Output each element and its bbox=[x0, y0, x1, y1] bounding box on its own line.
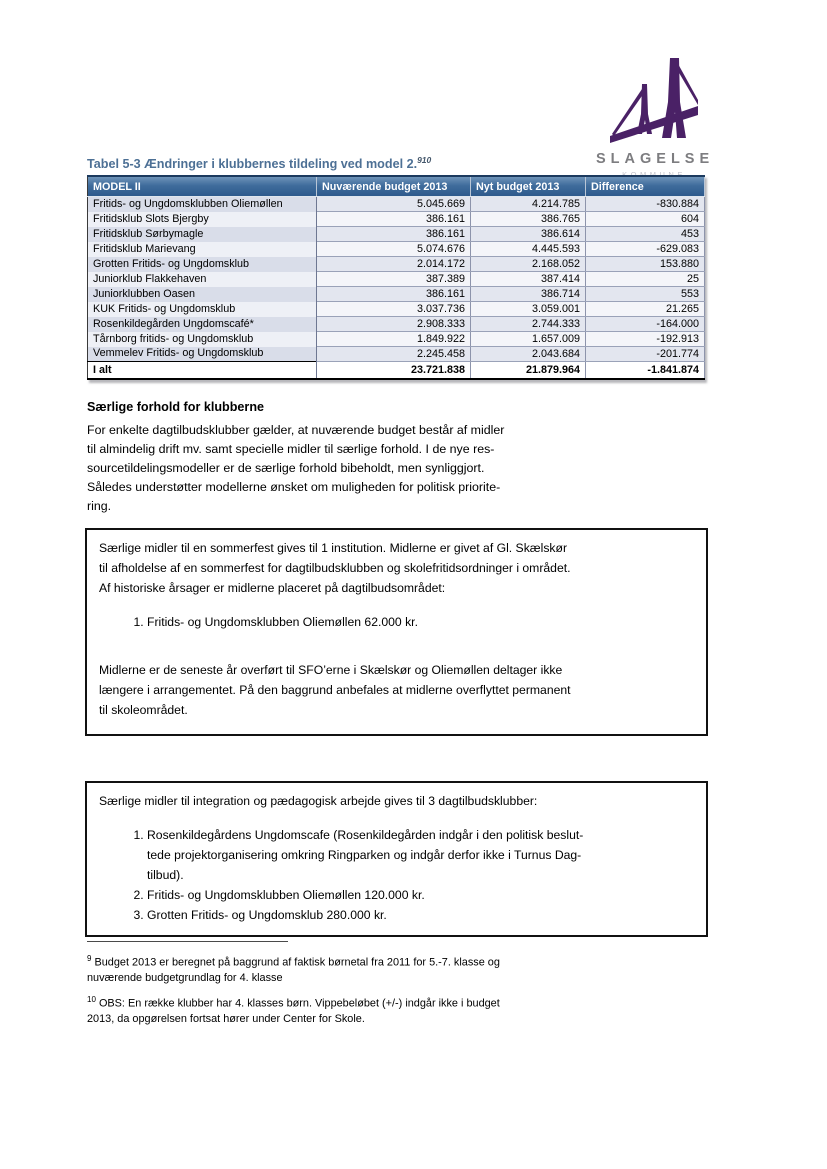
footnote-text: Budget 2013 er beregnet på baggrund af f… bbox=[87, 956, 500, 984]
cell-value: 2.043.684 bbox=[470, 346, 586, 362]
table-row: Juniorklubben Oasen 386.161 386.714 553 bbox=[87, 286, 705, 302]
cell-club-name: Grotten Fritids- og Ungdomsklub bbox=[87, 256, 317, 272]
cell-value: 386.161 bbox=[316, 226, 471, 242]
header-difference: Difference bbox=[585, 175, 705, 197]
table-row: Grotten Fritids- og Ungdomsklub 2.014.172… bbox=[87, 256, 705, 272]
list-item: Grotten Fritids- og Ungdomsklub 280.000 … bbox=[147, 905, 694, 925]
cell-value: 3.059.001 bbox=[470, 301, 586, 317]
cell-value: 4.214.785 bbox=[470, 196, 586, 212]
table-row: Juniorklub Flakkehaven 387.389 387.414 25 bbox=[87, 271, 705, 287]
budget-table: MODEL II Nuværende budget 2013 Nyt budge… bbox=[87, 175, 705, 380]
total-difference: -1.841.874 bbox=[585, 361, 705, 379]
cell-value: -830.884 bbox=[585, 196, 705, 212]
list-item: Fritids- og Ungdomsklubben Oliemøllen 12… bbox=[147, 885, 694, 905]
cell-value: 5.045.669 bbox=[316, 196, 471, 212]
cell-value: 2.908.333 bbox=[316, 316, 471, 332]
table-header: MODEL II Nuværende budget 2013 Nyt budge… bbox=[87, 175, 705, 197]
total-row: I alt 23.721.838 21.879.964 -1.841.874 bbox=[87, 361, 705, 379]
header-current-budget: Nuværende budget 2013 bbox=[316, 175, 471, 197]
footnote-reference: 910 bbox=[417, 155, 432, 165]
cell-club-name: Fritidsklub Sørbymagle bbox=[87, 226, 317, 242]
footnote-text: OBS: En række klubber har 4. klasses bør… bbox=[87, 997, 500, 1025]
table-row: Fritidsklub Slots Bjergby 386.161 386.765 6… bbox=[87, 211, 705, 227]
cell-club-name: Fritids- og Ungdomsklubben Oliemøllen bbox=[87, 196, 317, 212]
cell-value: 386.614 bbox=[470, 226, 586, 242]
logo-subtext: KOMMUNE bbox=[596, 170, 712, 179]
cell-value: 4.445.593 bbox=[470, 241, 586, 257]
cell-value: 604 bbox=[585, 211, 705, 227]
cell-value: -164.000 bbox=[585, 316, 705, 332]
cell-club-name: Fritidsklub Slots Bjergby bbox=[87, 211, 317, 227]
box1-paragraph-1: Særlige midler til en sommerfest gives t… bbox=[99, 541, 571, 595]
bridge-icon bbox=[610, 58, 698, 143]
cell-value: 553 bbox=[585, 286, 705, 302]
cell-value: -192.913 bbox=[585, 331, 705, 347]
cell-value: 387.389 bbox=[316, 271, 471, 287]
footnote-separator bbox=[87, 941, 288, 942]
cell-value: 153.880 bbox=[585, 256, 705, 272]
cell-club-name: Juniorklub Flakkehaven bbox=[87, 271, 317, 287]
total-new: 21.879.964 bbox=[470, 361, 586, 379]
box1-paragraph-2: Midlerne er de seneste år overført til S… bbox=[99, 663, 571, 717]
cell-value: -201.774 bbox=[585, 346, 705, 362]
cell-value: 386.161 bbox=[316, 286, 471, 302]
section-heading: Særlige forhold for klubberne bbox=[87, 400, 265, 414]
cell-club-name: Vemmelev Fritids- og Ungdomsklub bbox=[87, 346, 317, 362]
list-item: Fritids- og Ungdomsklubben Oliemøllen 62… bbox=[147, 612, 694, 632]
total-current: 23.721.838 bbox=[316, 361, 471, 379]
integration-box: Særlige midler til integration og pædago… bbox=[85, 781, 708, 937]
table-row: KUK Fritids- og Ungdomsklub 3.037.736 3.05… bbox=[87, 301, 705, 317]
cell-value: 2.744.333 bbox=[470, 316, 586, 332]
cell-value: 21.265 bbox=[585, 301, 705, 317]
cell-value: 25 bbox=[585, 271, 705, 287]
cell-value: 387.414 bbox=[470, 271, 586, 287]
cell-value: 453 bbox=[585, 226, 705, 242]
table-caption-text: Tabel 5-3 Ændringer i klubbernes tildeli… bbox=[87, 157, 418, 172]
cell-value: 2.014.172 bbox=[316, 256, 471, 272]
cell-value: 5.074.676 bbox=[316, 241, 471, 257]
table-row: Vemmelev Fritids- og Ungdomsklub 2.245.45… bbox=[87, 346, 705, 362]
cell-value: 3.037.736 bbox=[316, 301, 471, 317]
cell-value: 2.245.458 bbox=[316, 346, 471, 362]
cell-value: 386.714 bbox=[470, 286, 586, 302]
header-model: MODEL II bbox=[87, 175, 317, 197]
cell-club-name: Fritidsklub Marievang bbox=[87, 241, 317, 257]
cell-value: 386.765 bbox=[470, 211, 586, 227]
box2-intro: Særlige midler til integration og pædago… bbox=[99, 794, 538, 808]
table-row: Fritidsklub Sørbymagle 386.161 386.614 453 bbox=[87, 226, 705, 242]
box2-list: Rosenkildegårdens Ungdomscafe (Rosenkild… bbox=[99, 825, 694, 925]
footnote: 10 OBS: En række klubber har 4. klasses … bbox=[87, 992, 687, 1027]
table-row: Rosenkildegården Ungdomscafé* 2.908.333 2.… bbox=[87, 316, 705, 332]
cell-value: -629.083 bbox=[585, 241, 705, 257]
table-row: Fritids- og Ungdomsklubben Oliemøllen 5.0… bbox=[87, 196, 705, 212]
cell-club-name: Juniorklubben Oasen bbox=[87, 286, 317, 302]
cell-club-name: KUK Fritids- og Ungdomsklub bbox=[87, 301, 317, 317]
header-new-budget: Nyt budget 2013 bbox=[470, 175, 586, 197]
summerfest-box: Særlige midler til en sommerfest gives t… bbox=[85, 528, 708, 736]
box1-list: Fritids- og Ungdomsklubben Oliemøllen 62… bbox=[99, 612, 694, 632]
table-body: Fritids- og Ungdomsklubben Oliemøllen 5.0… bbox=[87, 196, 705, 362]
section-paragraph: For enkelte dagtilbudsklubber gælder, at… bbox=[87, 423, 505, 513]
table-caption: Tabel 5-3 Ændringer i klubbernes tildeli… bbox=[87, 155, 431, 171]
cell-club-name: Tårnborg fritids- og Ungdomsklub bbox=[87, 331, 317, 347]
table-row: Fritidsklub Marievang 5.074.676 4.445.593-… bbox=[87, 241, 705, 257]
cell-value: 2.168.052 bbox=[470, 256, 586, 272]
cell-value: 1.657.009 bbox=[470, 331, 586, 347]
table-row: Tårnborg fritids- og Ungdomsklub 1.849.92… bbox=[87, 331, 705, 347]
cell-value: 1.849.922 bbox=[316, 331, 471, 347]
list-item: Rosenkildegårdens Ungdomscafe (Rosenkild… bbox=[147, 825, 694, 885]
cell-club-name: Rosenkildegården Ungdomscafé* bbox=[87, 316, 317, 332]
total-label: I alt bbox=[87, 361, 317, 379]
logo-text: SLAGELSE bbox=[596, 151, 715, 167]
footnote-number: 10 bbox=[87, 995, 96, 1004]
cell-value: 386.161 bbox=[316, 211, 471, 227]
footnote: 9 Budget 2013 er beregnet på baggrund af… bbox=[87, 951, 687, 986]
slagelse-logo: SLAGELSE KOMMUNE bbox=[596, 50, 712, 179]
footnote-number: 9 bbox=[87, 954, 92, 963]
